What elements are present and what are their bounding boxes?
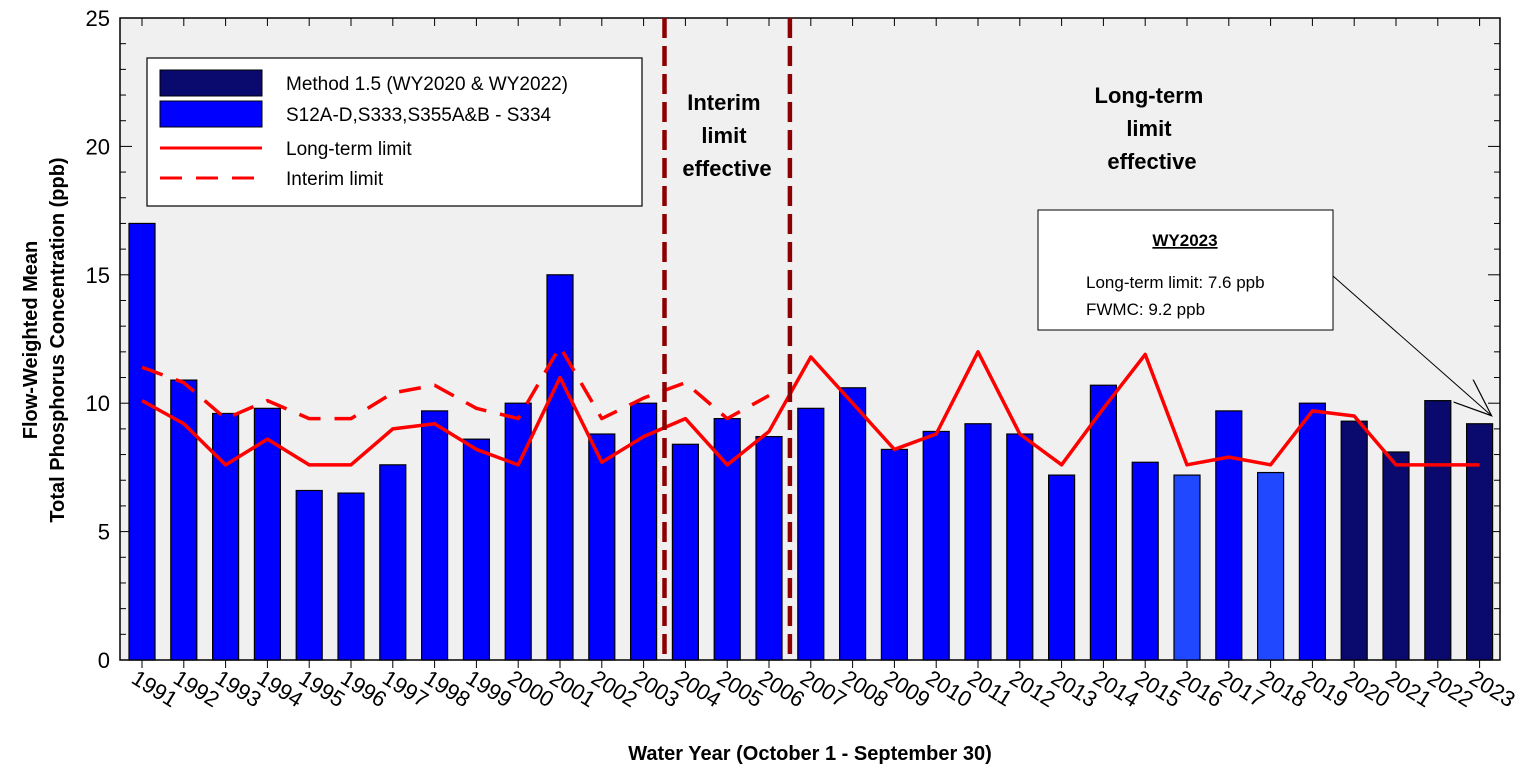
bar-2013 xyxy=(1047,474,1076,661)
bar-2008 xyxy=(838,387,867,661)
bar-2005 xyxy=(713,418,741,661)
legend-label-method15: Method 1.5 (WY2020 & WY2022) xyxy=(286,74,568,95)
y-tick-label: 5 xyxy=(98,520,110,545)
region-label-interim: Interim limit effective xyxy=(682,90,771,181)
bar-1997 xyxy=(379,464,407,661)
y-axis-title-line1: Flow-Weighted Mean xyxy=(20,241,42,440)
legend-label-interim: Interim limit xyxy=(286,169,384,190)
bar-2015 xyxy=(1131,461,1159,661)
bar-2001 xyxy=(546,274,574,661)
bar-2022 xyxy=(1424,400,1452,661)
bar-2016 xyxy=(1173,474,1201,661)
bar-2011 xyxy=(964,423,992,661)
bar-2014 xyxy=(1089,384,1118,661)
bar-1992 xyxy=(170,379,198,661)
annotation-wy2023: WY2023 Long-term limit: 7.6 ppb FWMC: 9.… xyxy=(1037,209,1492,416)
bar-2006 xyxy=(755,435,783,661)
bar-2002 xyxy=(588,433,616,661)
bar-1994 xyxy=(253,407,281,661)
bar-2000 xyxy=(504,402,532,661)
y-tick-label: 20 xyxy=(86,134,110,159)
x-tick-labels: 1991199219931994199519961997199819992000… xyxy=(127,665,1519,712)
annotation-line-limit: Long-term limit: 7.6 ppb xyxy=(1086,273,1265,292)
bar-2020 xyxy=(1340,420,1368,661)
annotation-box xyxy=(1037,209,1334,331)
bar-2023 xyxy=(1465,423,1494,661)
bar-2019 xyxy=(1298,402,1327,661)
bar-2012 xyxy=(1006,433,1034,661)
x-axis-title: Water Year (October 1 - September 30) xyxy=(628,743,991,765)
y-axis-title-line2: Total Phosphorus Concentration (ppb) xyxy=(47,157,69,522)
long-term-limit-line xyxy=(141,350,1480,467)
y-tick-label: 0 xyxy=(98,648,110,673)
bar-series xyxy=(128,222,1494,661)
bar-2017 xyxy=(1215,410,1243,661)
legend-label-longterm: Long-term limit xyxy=(286,139,412,160)
bar-2010 xyxy=(922,430,950,661)
annotation-line-fwmc: FWMC: 9.2 ppb xyxy=(1086,300,1205,319)
y-tick-labels: 0 5 10 15 20 25 xyxy=(86,6,110,673)
annotation-arrow xyxy=(1332,275,1492,416)
bar-1998 xyxy=(421,410,449,661)
bar-2003 xyxy=(629,402,658,661)
bar-1999 xyxy=(462,438,490,661)
bar-1996 xyxy=(337,492,365,661)
y-tick-label: 10 xyxy=(86,391,110,416)
bar-1995 xyxy=(295,489,323,661)
bar-2018 xyxy=(1256,471,1285,661)
region-label-longterm: Long-term limit effective xyxy=(1095,83,1210,174)
bar-2004 xyxy=(671,443,700,661)
bar-1993 xyxy=(212,412,240,661)
bar-1991 xyxy=(128,222,156,661)
y-tick-label: 15 xyxy=(86,263,110,288)
annotation-title: WY2023 xyxy=(1152,231,1217,250)
legend-swatch-method15 xyxy=(159,69,263,97)
x-tick-label: 2023 xyxy=(1465,665,1520,712)
period-dividers xyxy=(662,18,793,660)
legend-label-station: S12A-D,S333,S355A&B - S334 xyxy=(286,105,552,126)
bar-2021 xyxy=(1382,451,1410,661)
y-tick-label: 25 xyxy=(86,6,110,31)
bar-2007 xyxy=(797,407,825,661)
legend-swatch-station xyxy=(159,100,263,128)
bar-2009 xyxy=(880,448,909,661)
legend: Method 1.5 (WY2020 & WY2022) S12A-D,S333… xyxy=(146,57,643,207)
